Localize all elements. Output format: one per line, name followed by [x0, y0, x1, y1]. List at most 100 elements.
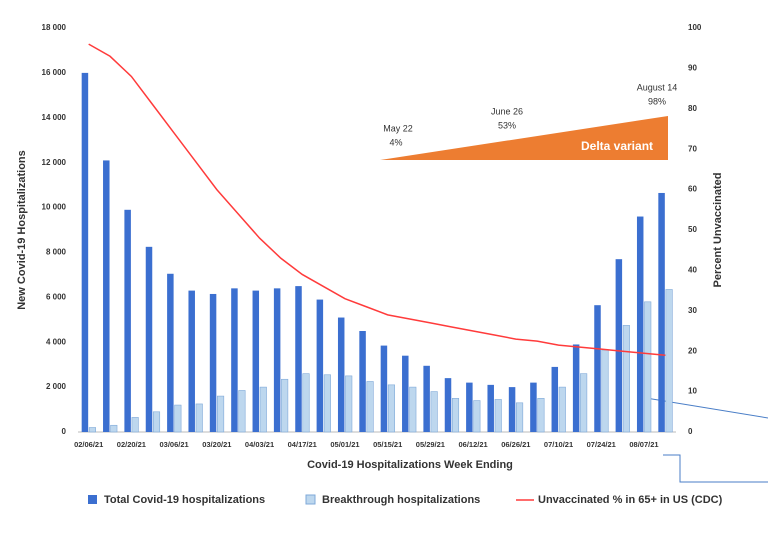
legend-swatch — [88, 495, 97, 504]
x-tick-label: 07/10/21 — [544, 440, 573, 449]
x-tick-label: 05/15/21 — [373, 440, 402, 449]
y2-tick-label: 80 — [688, 104, 697, 113]
legend-label: Breakthrough hospitalizations — [322, 494, 480, 506]
bar — [345, 375, 353, 433]
x-tick-label: 05/01/21 — [330, 440, 359, 449]
bar — [494, 399, 502, 433]
bar — [615, 259, 623, 432]
bar — [622, 325, 630, 433]
bar — [103, 160, 110, 432]
x-tick-label: 02/20/21 — [117, 440, 146, 449]
legend-label: Total Covid-19 hospitalizations — [104, 494, 265, 506]
y-tick-label: 4 000 — [46, 337, 67, 346]
y2-tick-label: 70 — [688, 144, 697, 153]
bar — [466, 382, 473, 432]
bar — [558, 386, 566, 433]
y-tick-label: 8 000 — [46, 248, 67, 257]
bar — [551, 366, 559, 432]
y2-tick-label: 100 — [688, 23, 702, 32]
annotation: June 26 — [491, 106, 523, 116]
bar — [387, 384, 395, 433]
bar — [487, 384, 494, 432]
y-axis-title: New Covid-19 Hospitalizations — [16, 150, 28, 310]
y-tick-label: 0 — [62, 427, 67, 436]
y2-tick-label: 50 — [688, 225, 697, 234]
bar — [273, 288, 281, 432]
bar — [580, 373, 588, 433]
x-tick-label: 05/29/21 — [416, 440, 445, 449]
bar — [167, 273, 174, 432]
x-tick-label: 07/24/21 — [587, 440, 616, 449]
bar — [508, 387, 516, 432]
y2-tick-label: 40 — [688, 266, 697, 275]
bar — [316, 299, 324, 432]
y-tick-label: 18 000 — [42, 23, 67, 32]
y-tick-label: 6 000 — [46, 292, 67, 301]
bar — [145, 246, 153, 432]
annotation: May 22 — [383, 123, 413, 133]
x-tick-label: 02/06/21 — [74, 440, 103, 449]
bar — [259, 386, 267, 433]
bar — [451, 398, 460, 433]
bar — [323, 374, 331, 433]
bar — [359, 331, 366, 432]
y2-tick-label: 60 — [688, 185, 697, 194]
bar — [81, 72, 89, 432]
bar — [302, 373, 310, 433]
bar — [174, 404, 182, 433]
annotation: August 14 — [637, 82, 678, 92]
bar — [665, 289, 673, 433]
bar — [636, 216, 644, 432]
x-tick-label: 03/06/21 — [160, 440, 189, 449]
delta-wedge — [380, 116, 668, 160]
annotation: 98% — [648, 96, 666, 106]
bar — [88, 427, 96, 433]
legend-label: Unvaccinated % in 65+ in US (CDC) — [538, 494, 723, 506]
callout-line — [663, 454, 768, 483]
y2-tick-label: 30 — [688, 306, 697, 315]
bar — [380, 345, 388, 432]
line — [88, 43, 666, 356]
y-tick-label: 2 000 — [46, 382, 67, 391]
y-tick-label: 10 000 — [42, 203, 67, 212]
annotation: Delta variant — [581, 139, 653, 153]
bar — [124, 209, 131, 432]
bar — [572, 344, 580, 432]
bar — [409, 386, 417, 433]
x-tick-label: 04/17/21 — [288, 440, 317, 449]
bar — [252, 290, 260, 432]
bar — [430, 391, 438, 433]
y2-tick-label: 10 — [688, 387, 697, 396]
bar — [217, 395, 225, 433]
bar — [209, 293, 217, 432]
bar — [594, 305, 601, 432]
bar — [366, 381, 374, 433]
y-tick-label: 16 000 — [42, 68, 67, 77]
annotation: 4% — [389, 137, 402, 147]
bar — [131, 417, 139, 433]
bar — [337, 317, 345, 432]
bar — [423, 365, 430, 432]
bar — [281, 378, 289, 433]
bar — [444, 378, 452, 432]
bar — [601, 349, 609, 433]
bar — [295, 286, 302, 432]
y2-tick-label: 20 — [688, 346, 697, 355]
x-tick-label: 04/03/21 — [245, 440, 274, 449]
y2-tick-label: 90 — [688, 64, 697, 73]
x-axis-title: Covid-19 Hospitalizations Week Ending — [307, 459, 513, 471]
bar — [516, 402, 524, 433]
bar — [238, 390, 246, 433]
y-tick-label: 14 000 — [42, 113, 67, 122]
bar — [152, 411, 161, 433]
bar — [658, 192, 665, 432]
x-tick-label: 06/12/21 — [459, 440, 488, 449]
y2-tick-label: 0 — [688, 427, 693, 436]
bar — [537, 398, 545, 433]
x-tick-label: 08/07/21 — [629, 440, 658, 449]
legend-swatch — [305, 494, 316, 505]
bar — [402, 355, 409, 432]
bar — [644, 301, 652, 433]
bar — [530, 382, 537, 432]
